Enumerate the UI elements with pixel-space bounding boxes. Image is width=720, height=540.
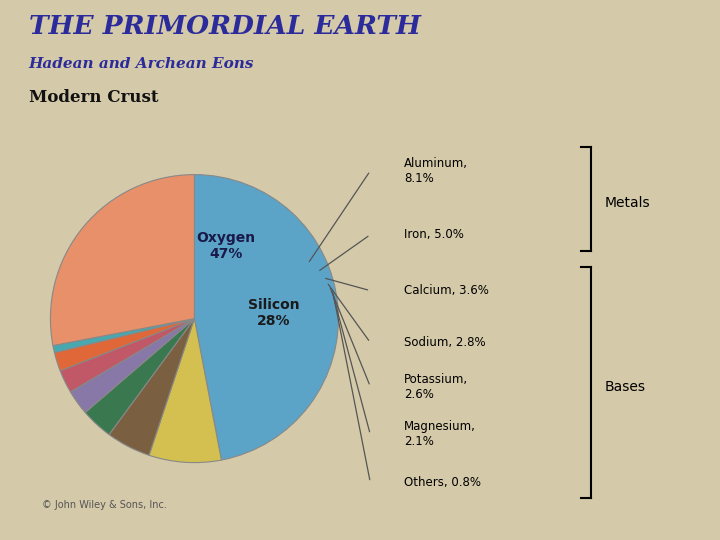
Text: Calcium, 3.6%: Calcium, 3.6%	[404, 284, 489, 297]
Text: © John Wiley & Sons, Inc.: © John Wiley & Sons, Inc.	[42, 501, 167, 510]
Text: Oxygen
47%: Oxygen 47%	[197, 231, 256, 261]
Text: THE PRIMORDIAL EARTH: THE PRIMORDIAL EARTH	[29, 14, 420, 38]
Text: Bases: Bases	[605, 380, 646, 394]
Text: Potassium,
2.6%: Potassium, 2.6%	[404, 373, 468, 401]
Text: Others, 0.8%: Others, 0.8%	[404, 476, 481, 489]
Wedge shape	[71, 319, 194, 413]
Text: Metals: Metals	[605, 195, 650, 210]
Wedge shape	[53, 319, 194, 353]
Text: Sodium, 2.8%: Sodium, 2.8%	[404, 336, 485, 349]
Wedge shape	[109, 319, 194, 455]
Text: Hadean and Archean Eons: Hadean and Archean Eons	[29, 57, 254, 71]
Text: Aluminum,
8.1%: Aluminum, 8.1%	[404, 157, 468, 185]
Wedge shape	[50, 174, 194, 346]
Text: Modern Crust: Modern Crust	[29, 89, 158, 106]
Wedge shape	[149, 319, 221, 463]
Text: Silicon
28%: Silicon 28%	[248, 298, 300, 328]
Wedge shape	[55, 319, 194, 371]
Wedge shape	[85, 319, 194, 435]
Wedge shape	[194, 174, 338, 460]
Text: Magnesium,
2.1%: Magnesium, 2.1%	[404, 421, 476, 449]
Wedge shape	[60, 319, 194, 392]
Text: Iron, 5.0%: Iron, 5.0%	[404, 228, 464, 241]
